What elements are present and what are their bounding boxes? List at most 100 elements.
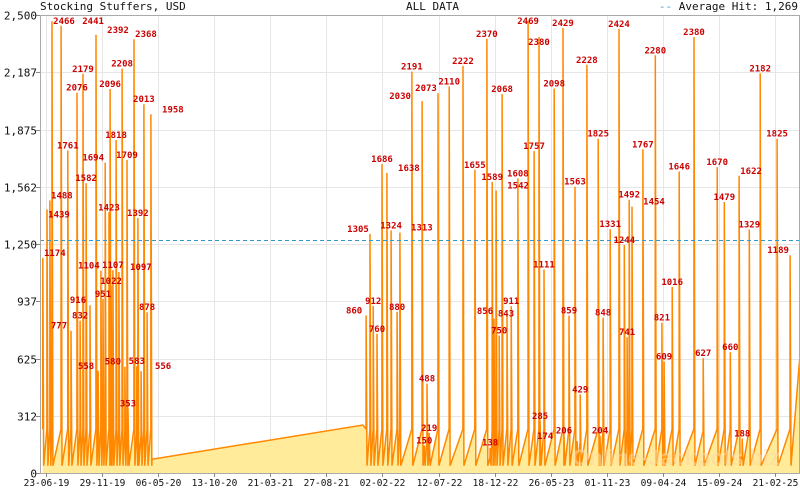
data-label: 848 — [595, 309, 611, 319]
data-label: 1825 — [587, 130, 609, 140]
x-tick-label: 12-07-22 — [417, 478, 463, 489]
data-label: 1761 — [57, 141, 79, 151]
data-label: 750 — [491, 327, 507, 337]
data-label: 429 — [572, 385, 588, 395]
x-tick-label: 21-03-21 — [248, 478, 294, 489]
data-label: 1622 — [740, 167, 762, 177]
data-label: 860 — [346, 306, 362, 316]
data-label: 951 — [95, 290, 111, 300]
data-label: 1313 — [411, 224, 433, 234]
data-label: 1244 — [613, 236, 635, 246]
legend-label: Average Hit: 1,269 — [678, 0, 798, 13]
data-label: 556 — [155, 362, 171, 372]
average-legend-swatch: -- — [658, 0, 673, 13]
data-label: 206 — [556, 426, 572, 436]
data-label: 1686 — [371, 155, 393, 165]
y-tick-label: 2,500 — [4, 10, 37, 23]
data-label: 1423 — [98, 203, 120, 213]
x-axis: 23-06-19 29-11-19 06-05-20 13-10-20 21-03-21… — [24, 473, 799, 489]
x-tick-label: 29-11-19 — [80, 478, 126, 489]
data-label: 150 — [416, 437, 432, 447]
watermark: Online-Jackpots.biz — [572, 445, 780, 470]
data-label: 2182 — [749, 64, 771, 74]
data-label: 1104 — [78, 262, 100, 272]
data-label: 558 — [78, 362, 94, 372]
data-label: 1392 — [127, 209, 149, 219]
data-label: 1757 — [523, 142, 545, 152]
data-label: 2076 — [66, 84, 88, 94]
y-tick-label: 312 — [17, 411, 37, 424]
peak-labels: 2469 2466 2441 2429 2424 2392 2380 2380 2370 2368… — [44, 17, 789, 449]
data-label: 2096 — [99, 80, 121, 90]
data-label: 1097 — [130, 263, 152, 273]
data-label: 1329 — [738, 221, 760, 231]
data-label: 1818 — [105, 131, 127, 141]
data-label: 880 — [389, 303, 405, 313]
data-label: 2073 — [415, 84, 437, 94]
x-tick-label: 09-04-24 — [641, 478, 687, 489]
data-label: 1646 — [668, 163, 690, 173]
data-label: 1189 — [767, 246, 789, 256]
range-label: ALL DATA — [406, 0, 459, 13]
data-label: 878 — [139, 303, 155, 313]
x-tick-label: 21-02-25 — [753, 478, 799, 489]
y-tick-label: 1,875 — [4, 125, 37, 138]
data-label: 1563 — [564, 178, 586, 188]
data-label: 660 — [722, 343, 738, 353]
chart-title: Stocking Stuffers, USD — [40, 0, 186, 13]
data-label: 1670 — [706, 158, 728, 168]
data-label: 2098 — [543, 80, 565, 90]
data-label: 174 — [537, 432, 554, 442]
series-line — [41, 20, 800, 466]
data-label: 832 — [72, 312, 88, 322]
data-label: 1016 — [661, 278, 683, 288]
data-label: 138 — [482, 439, 498, 449]
data-label: 2380 — [683, 28, 705, 38]
data-label: 1107 — [102, 261, 124, 271]
data-label: 1825 — [766, 130, 788, 140]
data-label: 2030 — [389, 92, 411, 102]
data-label: 1454 — [643, 198, 665, 208]
y-tick-label: 0 — [30, 468, 37, 481]
data-label: 1331 — [599, 220, 621, 230]
data-label: 821 — [654, 314, 670, 324]
data-label: 916 — [70, 296, 86, 306]
x-tick-label: 18-12-22 — [473, 478, 519, 489]
data-label: 188 — [734, 430, 750, 440]
data-label: 1542 — [507, 182, 529, 192]
data-label: 627 — [695, 349, 711, 359]
x-tick-label: 06-05-20 — [136, 478, 182, 489]
data-label: 1582 — [75, 174, 97, 184]
data-label: 912 — [365, 297, 381, 307]
data-label: 777 — [51, 322, 67, 332]
data-label: 1174 — [44, 249, 66, 259]
data-label: 859 — [561, 307, 577, 317]
data-label: 2370 — [476, 30, 498, 40]
data-label: 1958 — [162, 105, 184, 115]
data-label: 1709 — [116, 151, 138, 161]
y-axis: 0 312 625 937 1,250 1,562 1,875 2,187 2,500 — [4, 10, 40, 481]
data-label: 1488 — [51, 191, 73, 201]
data-label: 2228 — [576, 56, 598, 66]
data-label: 1608 — [507, 169, 529, 179]
data-label: 1111 — [533, 261, 555, 271]
data-label: 285 — [532, 412, 548, 422]
data-label: 204 — [592, 427, 609, 437]
data-label: 2013 — [133, 95, 155, 105]
data-label: 1324 — [380, 221, 402, 231]
data-label: 583 — [129, 357, 145, 367]
y-tick-label: 625 — [17, 354, 37, 367]
y-tick-label: 2,187 — [4, 67, 37, 80]
x-tick-label: 01-11-23 — [585, 478, 631, 489]
x-tick-label: 26-05-23 — [529, 478, 575, 489]
y-tick-label: 937 — [17, 296, 37, 309]
data-label: 741 — [619, 328, 635, 338]
data-label: 2392 — [107, 26, 129, 36]
data-label: 1305 — [347, 225, 369, 235]
data-label: 609 — [656, 352, 672, 362]
data-label: 856 — [477, 307, 493, 317]
x-tick-label: 13-10-20 — [192, 478, 238, 489]
data-label: 2191 — [401, 63, 423, 73]
data-label: 488 — [419, 375, 435, 385]
